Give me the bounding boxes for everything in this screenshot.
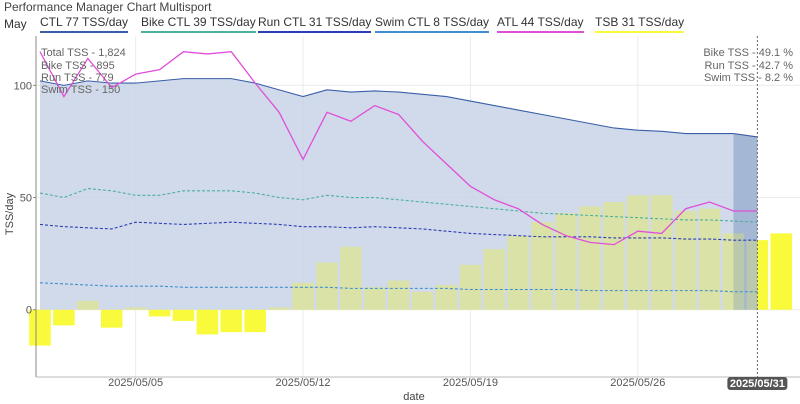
tsb-bar-overlay <box>698 208 721 310</box>
stat-total-tss: Total TSS - 1,824 <box>41 47 126 59</box>
tsb-bar-overlay <box>507 235 530 310</box>
tsb-bar-overlay <box>77 300 99 310</box>
tsb-bar-overlay <box>100 309 123 328</box>
legend-run-ctl[interactable]: Run CTL 31 TSS/day <box>258 15 372 33</box>
tsb-bar-overlay <box>459 264 482 310</box>
tsb-bar <box>53 309 75 326</box>
tsb-bar-overlay <box>316 262 338 310</box>
y-tick-label: 50 <box>20 193 32 205</box>
tsb-bar-overlay <box>387 280 410 310</box>
stat-run-tss: Run TSS - 779 <box>41 72 114 84</box>
line-run-ctl <box>39 221 758 241</box>
x-tick-label: 2025/05/05 <box>108 377 163 389</box>
tsb-bar-overlay <box>746 240 769 310</box>
tsb-bar-overlay <box>483 249 506 310</box>
y-tick-label: 0 <box>26 305 32 317</box>
tsb-bar-overlay <box>124 307 147 310</box>
line-swim-ctl <box>39 282 758 293</box>
tsb-bar-overlay <box>579 206 601 310</box>
line-bike-ctl <box>39 187 758 223</box>
legend-ctl[interactable]: CTL 77 TSS/day <box>40 15 129 33</box>
tsb-bar-overlay <box>627 195 649 310</box>
tsb-bar-overlay <box>172 309 195 321</box>
tsb-bar-overlay <box>435 285 458 310</box>
line-ctl <box>39 78 758 138</box>
stat-run-pct: Run TSS - 42.7 % <box>705 60 794 72</box>
tsb-bar-overlay <box>148 309 171 317</box>
x-tick-label: 2025/05/26 <box>610 377 665 389</box>
legend-tsb[interactable]: TSB 31 TSS/day <box>595 15 685 33</box>
month-label: May <box>4 17 27 31</box>
tsb-bar-overlay <box>196 309 219 335</box>
tsb-bar-overlay <box>722 233 745 310</box>
cursor-date-label: 2025/05/31 <box>727 377 788 390</box>
series-lines <box>39 51 758 293</box>
stat-bike-pct: Bike TSS - 49.1 % <box>703 47 793 59</box>
tsb-bar <box>29 309 51 346</box>
tsb-bar <box>770 233 793 310</box>
tsb-bar-overlay <box>603 202 625 310</box>
axes: 0 50 100 2025/05/05 2025/05/12 2025/05/19 2025… <box>14 36 800 389</box>
y-tick-label: 100 <box>14 80 32 92</box>
tsb-bar-overlay <box>244 309 266 333</box>
x-tick-label: 2025/05/12 <box>276 377 331 389</box>
tsb-bars-overlay <box>29 195 793 346</box>
chart-title: Performance Manager Chart Multisport <box>4 0 212 14</box>
tsb-bar <box>172 309 195 321</box>
tsb-bar-overlay <box>411 291 434 310</box>
tsb-bar-overlay <box>650 195 673 310</box>
x-axis-title: date <box>403 391 424 403</box>
tsb-bar-overlay <box>268 307 290 310</box>
legend-atl[interactable]: ATL 44 TSS/day <box>497 15 584 33</box>
tsb-bar-overlay <box>53 309 75 326</box>
tsb-bar-overlay <box>674 210 697 310</box>
legend-bike-ctl[interactable]: Bike CTL 39 TSS/day <box>141 15 256 33</box>
legend-swim-ctl[interactable]: Swim CTL 8 TSS/day <box>375 15 490 33</box>
tsb-bar-overlay <box>531 222 553 310</box>
tsb-bar-overlay <box>770 233 793 310</box>
tsb-bar <box>244 309 266 333</box>
tsb-bar-overlay <box>340 246 362 310</box>
y-axis-title: TSS/day <box>4 192 16 235</box>
tsb-bar-overlay <box>220 309 243 333</box>
tsb-bar-overlay <box>364 287 386 310</box>
stat-swim-tss: Swim TSS - 150 <box>41 84 120 96</box>
tsb-bar <box>148 309 171 317</box>
tsb-bar <box>100 309 123 328</box>
tsb-bar <box>220 309 243 333</box>
tsb-bar-overlay <box>29 309 51 346</box>
tsb-bar-overlay <box>292 282 314 310</box>
tsb-bar-overlay <box>555 213 577 310</box>
cursor-date-text: 2025/05/31 <box>730 378 785 390</box>
x-tick-label: 2025/05/19 <box>443 377 498 389</box>
ctl-area <box>40 78 758 310</box>
line-atl <box>39 51 758 246</box>
stat-bike-tss: Bike TSS - 895 <box>41 60 115 72</box>
tsb-bar <box>196 309 219 335</box>
stat-swim-pct: Swim TSS - 8.2 % <box>704 72 793 84</box>
